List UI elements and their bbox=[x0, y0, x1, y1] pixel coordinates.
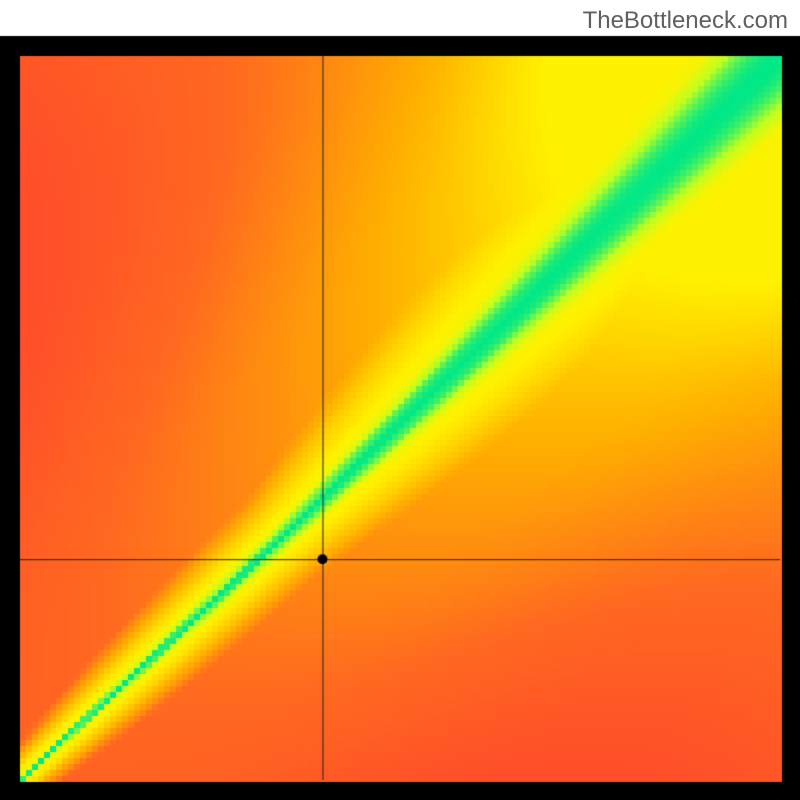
chart-container: TheBottleneck.com bbox=[0, 0, 800, 800]
watermark-text: TheBottleneck.com bbox=[583, 7, 788, 35]
heatmap-canvas bbox=[0, 0, 800, 800]
